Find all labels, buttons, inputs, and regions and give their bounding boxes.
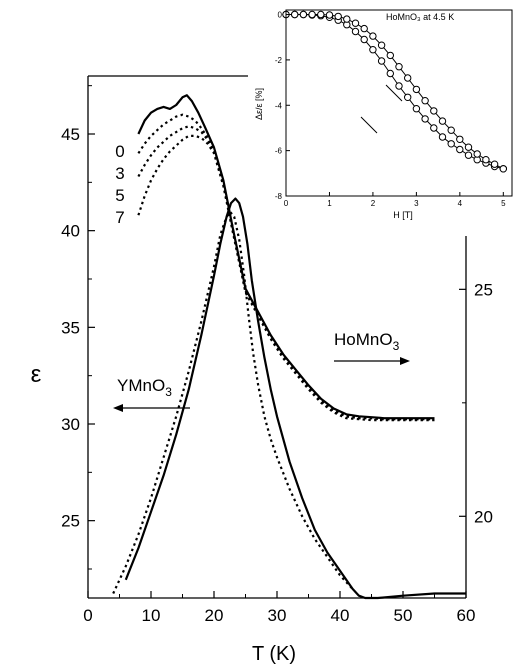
y-tick-label: 35: [61, 318, 80, 337]
inset-point: [377, 57, 386, 65]
inset-y-axis-title: Δε/ε [%]: [254, 88, 264, 120]
inset-point: [464, 143, 473, 151]
field-label-5: 5: [115, 186, 124, 205]
ymno3-label: YMnO3: [117, 376, 172, 399]
inset-point: [395, 82, 403, 90]
inset-point: [430, 124, 438, 132]
inset-x-tick-label: 4: [458, 199, 463, 208]
inset-point: [334, 12, 342, 21]
inset-point: [386, 69, 394, 78]
inset-y-tick-label: 0: [278, 11, 283, 20]
y-tick-label: 25: [61, 512, 80, 531]
inset-point: [377, 41, 386, 49]
inset-point: [447, 126, 455, 134]
inset-point: [308, 10, 316, 19]
inset-point: [343, 15, 351, 23]
inset-ticks: 0 1 2 3 4 5 -8 -6 -4 -2 0: [275, 11, 506, 208]
x-tick-label: 0: [83, 606, 92, 625]
inset-point: [456, 135, 464, 144]
inset-y-tick-label: -8: [275, 192, 283, 201]
inset-x-axis-title: H [T]: [393, 210, 413, 220]
series-4-line: [124, 197, 466, 600]
inset-point: [360, 24, 368, 33]
y-axis-title: ε: [31, 361, 42, 388]
inset-x-tick-label: 0: [284, 199, 289, 208]
field-label-3: 3: [115, 164, 124, 183]
inset-point: [421, 97, 429, 105]
inset-x-tick-label: 2: [371, 199, 376, 208]
y-tick-label: 30: [61, 415, 80, 434]
inset-title: HoMnO₃ at 4.5 K: [386, 12, 454, 22]
inset-curves: [282, 10, 507, 173]
inset-axes: [285, 9, 513, 197]
inset-point: [482, 156, 490, 164]
x-tick-label: 10: [142, 606, 161, 625]
inset-x-tick-label: 1: [327, 199, 332, 208]
inset-point: [291, 10, 299, 19]
ymno3-label-sub: 3: [165, 385, 172, 399]
inset-point: [473, 150, 481, 158]
inset-point: [351, 27, 360, 36]
x-tick-label: 30: [268, 606, 287, 625]
homno3-label-base: HoMnO: [334, 330, 393, 349]
x-tick-label: 50: [394, 606, 413, 625]
inset-point: [404, 93, 412, 102]
main-curves: [112, 94, 466, 600]
inset-point: [404, 74, 412, 82]
field-label-0: 0: [115, 142, 124, 161]
inset-point: [360, 35, 368, 44]
inset-point: [447, 140, 455, 148]
homno3-label-sub: 3: [393, 339, 400, 353]
inset-arrow-upper: [385, 84, 403, 102]
y-tick-label: 45: [61, 125, 80, 144]
inset-point: [317, 10, 325, 19]
x-axis-title: T (K): [252, 643, 296, 665]
inset-point: [325, 11, 334, 19]
inset-point: [490, 160, 499, 168]
homno3-label: HoMnO3: [334, 330, 400, 353]
y-tick-label: 40: [61, 222, 80, 241]
inset-background: [275, 0, 525, 222]
inset-x-tick-label: 3: [414, 199, 419, 208]
inset-point: [369, 46, 377, 54]
inset-point: [438, 133, 447, 141]
ymno3-label-base: YMnO: [117, 376, 165, 395]
x-tick-label: 60: [457, 606, 476, 625]
field-label-7: 7: [115, 208, 124, 227]
y2-tick-label: 25: [474, 280, 493, 299]
series-5-line: [112, 211, 354, 594]
series-3-line: [137, 134, 435, 422]
inset-point: [395, 62, 403, 71]
inset-point: [499, 165, 507, 173]
homno3-arrowhead: [400, 357, 410, 365]
inset-point: [386, 51, 394, 60]
inset-point: [351, 19, 360, 27]
y2-tick-label: 20: [474, 507, 493, 526]
inset-y-tick-label: -2: [275, 56, 283, 65]
inset-point: [412, 105, 421, 113]
inset-point: [456, 145, 464, 154]
inset-frame-rect: [285, 9, 513, 197]
inset-arrow-lower: [360, 116, 378, 134]
inset-y-tick-label: -6: [275, 147, 283, 156]
inset-point: [464, 151, 473, 159]
x-tick-label: 40: [331, 606, 350, 625]
inset-point: [438, 117, 447, 125]
inset-point: [412, 85, 421, 94]
x-tick-label: 20: [205, 606, 224, 625]
inset-y-tick-label: -4: [275, 101, 283, 110]
ymno3-arrowhead: [113, 404, 123, 412]
inset-point: [299, 10, 308, 19]
inset-point: [430, 107, 438, 115]
inset-point: [369, 32, 377, 40]
inset-x-tick-label: 5: [501, 199, 506, 208]
series-2-line: [137, 125, 435, 421]
inset-point: [421, 115, 429, 123]
